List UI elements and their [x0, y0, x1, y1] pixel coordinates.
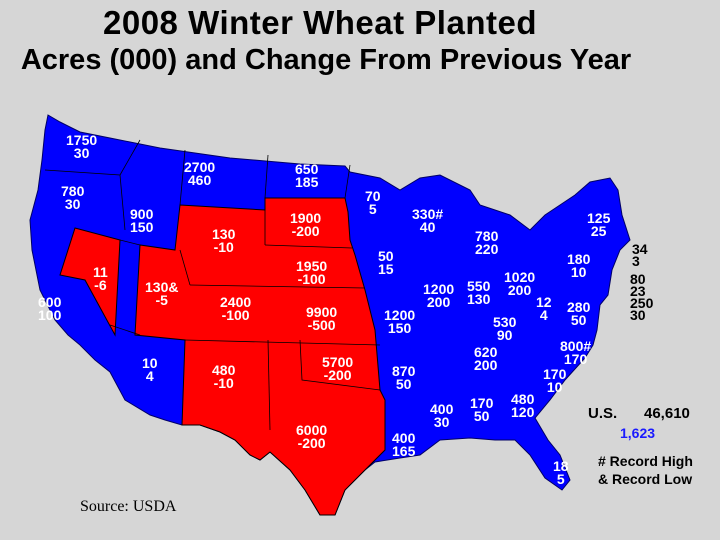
label-tn: 620 200: [474, 344, 498, 373]
label-oh: 1020 200: [504, 269, 536, 298]
label-ia: 50 15: [378, 248, 394, 277]
label-al: 170 50: [470, 395, 494, 424]
title-line-2: Acres (000) and Change From Previous Yea…: [20, 44, 632, 76]
label-nv: 11 -6: [93, 264, 108, 293]
red-central: [134, 197, 386, 516]
title-line-1: 2008 Winter Wheat Planted: [103, 4, 537, 41]
legend-record-low: & Record Low: [598, 471, 693, 487]
label-ms: 400 30: [430, 401, 454, 430]
label-fl: 18 5: [553, 458, 569, 487]
label-in: 550 130: [467, 278, 491, 307]
label-ca: 600 100: [38, 294, 62, 323]
label-ne: 1950 -100: [296, 258, 328, 287]
label-nc: 170 10: [543, 366, 567, 395]
label-nd: 650 185: [295, 161, 319, 190]
state-boundaries: [44, 139, 381, 431]
label-nm: 480 -10: [212, 362, 236, 391]
label-pa: 180 10: [567, 251, 591, 280]
label-az: 10 4: [142, 355, 158, 384]
label-de: 80 23: [630, 271, 646, 299]
label-ok: 5700 -200: [322, 354, 354, 383]
label-mo: 1200 150: [384, 307, 416, 336]
label-ar: 870 50: [392, 363, 416, 392]
label-co: 2400 -100: [220, 294, 252, 323]
label-ga: 480 120: [511, 391, 535, 420]
label-mt: 2700 460: [184, 159, 216, 188]
us-total-label: U.S.: [588, 405, 618, 422]
label-wa: 1750 30: [66, 132, 98, 161]
label-wy: 130 -10: [212, 226, 236, 255]
red-states: [59, 227, 121, 337]
label-wv: 12 4: [536, 294, 552, 323]
label-ky: 530 90: [493, 314, 517, 343]
label-mi: 780 220: [475, 228, 499, 257]
label-wi: 330# 40: [412, 206, 444, 235]
label-or: 780 30: [61, 183, 85, 212]
label-ny: 125 25: [587, 210, 611, 239]
label-tx: 6000 -200: [296, 422, 328, 451]
label-ut: 130& -5: [145, 279, 179, 308]
label-mn: 70 5: [365, 188, 381, 217]
label-md-east: 250 30: [630, 295, 654, 323]
label-id: 900 150: [130, 206, 154, 235]
legend: # Record High & Record Low: [598, 452, 693, 488]
legend-record-high: # Record High: [598, 453, 693, 469]
source-note: Source: USDA: [80, 498, 177, 515]
us-total-change: 1,623: [620, 425, 656, 441]
label-il: 1200 200: [423, 281, 455, 310]
label-sd: 1900 -200: [290, 210, 322, 239]
label-ks: 9900 -500: [306, 304, 338, 333]
label-la: 400 165: [392, 430, 416, 459]
label-va: 800# 170: [560, 338, 592, 367]
label-md: 280 50: [567, 299, 591, 328]
us-total: U.S. 46,610: [588, 405, 690, 422]
us-total-acres: 46,610: [644, 405, 690, 422]
label-nj: 34 3: [632, 241, 648, 269]
